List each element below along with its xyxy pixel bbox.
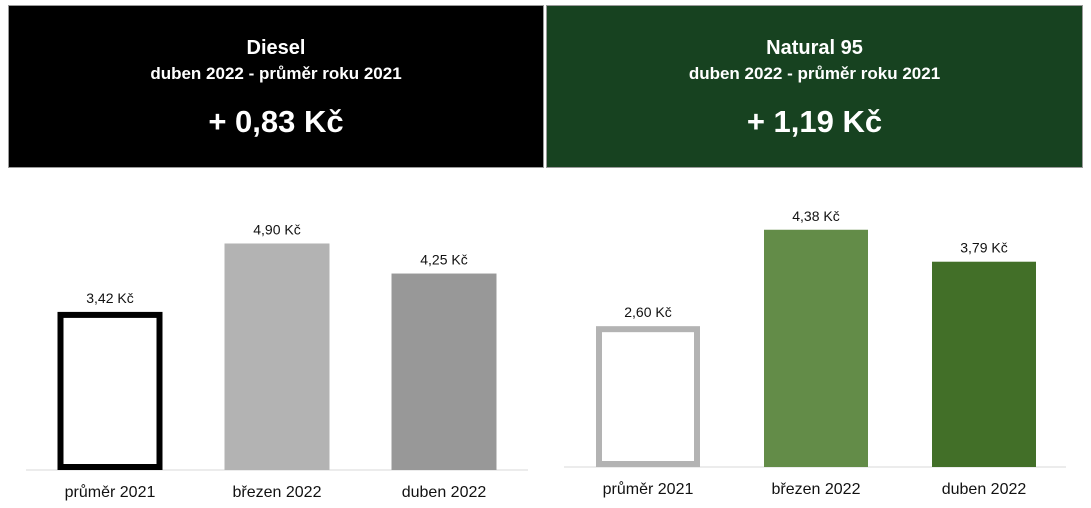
natural95-subtitle: duben 2022 - průměr roku 2021	[688, 64, 941, 83]
natural95-header: Natural 95 duben 2022 - průměr roku 2021…	[546, 5, 1083, 168]
natural95-title: Natural 95	[766, 37, 863, 59]
diesel-category-label-2: březen 2022	[233, 484, 322, 501]
diesel-title: Diesel	[246, 37, 306, 59]
natural95-category-label-2: březen 2022	[772, 481, 861, 498]
natural95-bar-3	[932, 261, 1036, 467]
natural95-data-label-3: 3,79 Kč	[960, 240, 1007, 256]
diesel-data-label-1: 3,42 Kč	[86, 290, 133, 306]
natural95-data-label-1: 2,60 Kč	[624, 304, 671, 320]
diesel-bar-2	[224, 243, 330, 470]
diesel-bar-1	[57, 311, 163, 470]
diesel-category-label-3: duben 2022	[402, 484, 487, 501]
natural95-bar-1	[596, 326, 700, 467]
diesel-data-label-2: 4,90 Kč	[253, 221, 300, 237]
diesel-header: Diesel duben 2022 - průměr roku 2021 + 0…	[8, 5, 544, 168]
natural95-bar-chart: 2,60 Kč průměr 2021 4,38 Kč březen 2022 3,79…	[564, 208, 1066, 498]
diesel-data-label-3: 4,25 Kč	[420, 252, 467, 268]
diesel-subtitle: duben 2022 - průměr roku 2021	[150, 64, 402, 83]
natural95-category-label-3: duben 2022	[942, 481, 1027, 498]
diesel-bar-chart: 3,42 Kč průměr 2021 4,90 Kč březen 2022 4,25…	[26, 221, 528, 501]
natural95-price-difference: + 1,19 Kč	[746, 104, 883, 139]
natural95-category-label-1: průměr 2021	[603, 480, 694, 498]
natural95-bar-2	[764, 229, 868, 467]
natural95-data-label-2: 4,38 Kč	[792, 208, 839, 224]
diesel-bar-3	[391, 273, 497, 470]
diesel-price-difference: + 0,83 Kč	[208, 104, 344, 139]
diesel-category-label-1: průměr 2021	[65, 483, 156, 501]
